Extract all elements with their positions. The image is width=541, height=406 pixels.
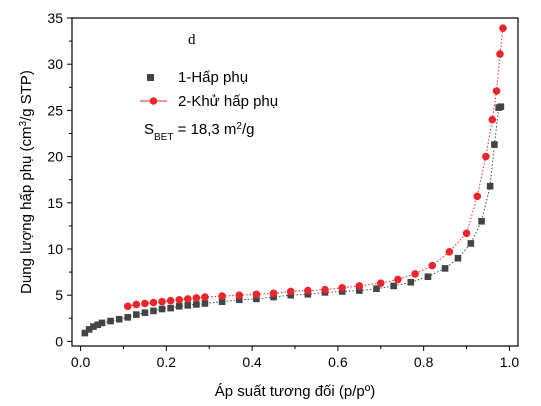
data-point-adsorption	[107, 317, 114, 325]
data-point-adsorption	[478, 217, 485, 225]
panel-label: d	[188, 32, 196, 48]
data-point-adsorption	[90, 323, 97, 330]
data-point-adsorption	[407, 278, 415, 286]
data-point-desorption	[445, 247, 454, 256]
data-point-adsorption	[175, 302, 183, 310]
data-point-adsorption	[356, 287, 363, 294]
x-tick-label: 0.4	[242, 354, 262, 370]
x-tick-label: 0.6	[328, 354, 348, 370]
bet-annotation: SBET = 18,3 m2/g	[144, 121, 255, 143]
data-point-adsorption	[497, 103, 505, 110]
data-point-desorption	[376, 279, 385, 287]
data-point-desorption	[496, 50, 504, 58]
y-axis-title: Dung lượng hấp phụ (cm3/g STP)	[18, 70, 36, 294]
y-tick-label: 5	[55, 287, 63, 303]
legend-label-adsorption: 1-Hấp phụ	[178, 69, 248, 86]
data-point-desorption	[492, 87, 501, 95]
data-point-adsorption	[201, 300, 209, 307]
y-tick-label: 0	[55, 333, 63, 349]
data-point-adsorption	[184, 302, 192, 309]
legend-label-desorption: 2-Khử hấp phụ	[178, 93, 278, 110]
data-point-desorption	[201, 293, 209, 301]
data-point-desorption	[355, 282, 364, 290]
data-point-adsorption	[491, 141, 498, 148]
y-tick-label: 25	[47, 102, 63, 118]
x-axis-title: Áp suất tương đối (p/pº)	[215, 383, 375, 400]
x-tick-label: 0.8	[414, 354, 434, 370]
data-point-desorption	[132, 300, 141, 309]
data-point-adsorption	[167, 304, 174, 312]
data-point-desorption	[123, 302, 132, 311]
y-tick-label: 10	[47, 241, 63, 257]
data-point-adsorption	[158, 305, 166, 313]
data-point-desorption	[166, 296, 175, 305]
data-point-desorption	[482, 152, 490, 161]
data-point-desorption	[286, 287, 295, 296]
data-point-adsorption	[454, 254, 462, 262]
series-line-1	[84, 106, 502, 334]
data-point-desorption	[269, 289, 278, 298]
data-point-adsorption	[98, 319, 106, 327]
x-tick-label: 0.0	[71, 354, 91, 370]
data-point-desorption	[394, 275, 402, 284]
data-point-desorption	[252, 290, 261, 299]
data-point-adsorption	[390, 282, 397, 290]
data-point-desorption	[321, 285, 329, 294]
x-tick-label: 1.0	[500, 354, 520, 370]
data-point-adsorption	[133, 311, 140, 318]
data-point-desorption	[462, 229, 471, 238]
y-tick-label: 30	[47, 56, 63, 72]
legend-marker-desorption	[149, 97, 158, 105]
data-point-adsorption	[94, 321, 102, 329]
data-point-desorption	[428, 261, 437, 270]
legend-marker-adsorption	[147, 74, 154, 81]
data-point-desorption	[304, 286, 312, 295]
data-point-desorption	[141, 299, 149, 308]
plot-area: 0.0 0.2 0.4 0.6 0.8 1.0 0 5 10 15 20 25 30 35 Áp suất …	[18, 10, 520, 400]
data-point-adsorption	[193, 301, 200, 308]
data-point-adsorption	[124, 314, 132, 321]
data-point-desorption	[149, 298, 158, 307]
data-point-adsorption	[373, 285, 380, 293]
data-point-adsorption	[115, 315, 123, 323]
data-point-desorption	[235, 291, 244, 299]
data-point-adsorption	[150, 307, 157, 315]
legend: 1-Hấp phụ 2-Khử hấp phụ	[140, 69, 278, 110]
data-point-adsorption	[441, 265, 449, 272]
data-point-desorption	[338, 283, 346, 292]
data-point-adsorption	[486, 182, 494, 190]
y-tick-label: 35	[47, 10, 63, 26]
data-point-desorption	[499, 24, 507, 32]
data-point-adsorption	[467, 240, 475, 247]
data-point-desorption	[175, 296, 184, 304]
data-point-desorption	[183, 295, 192, 303]
data-point-adsorption	[235, 296, 243, 304]
data-point-desorption	[218, 292, 226, 300]
data-point-adsorption	[218, 298, 226, 305]
data-point-desorption	[473, 192, 482, 201]
data-point-adsorption	[85, 326, 93, 333]
y-tick-label: 15	[47, 195, 63, 211]
data-point-desorption	[158, 297, 166, 306]
data-point-desorption	[488, 115, 497, 124]
x-tick-label: 0.2	[157, 354, 177, 370]
data-point-adsorption	[253, 295, 260, 303]
y-tick-label: 20	[47, 149, 63, 165]
data-point-adsorption	[141, 309, 149, 317]
plot-frame	[71, 17, 519, 347]
data-point-adsorption	[424, 273, 432, 281]
data-point-desorption	[411, 270, 419, 278]
data-point-desorption	[192, 294, 201, 302]
data-point-adsorption	[81, 329, 89, 337]
